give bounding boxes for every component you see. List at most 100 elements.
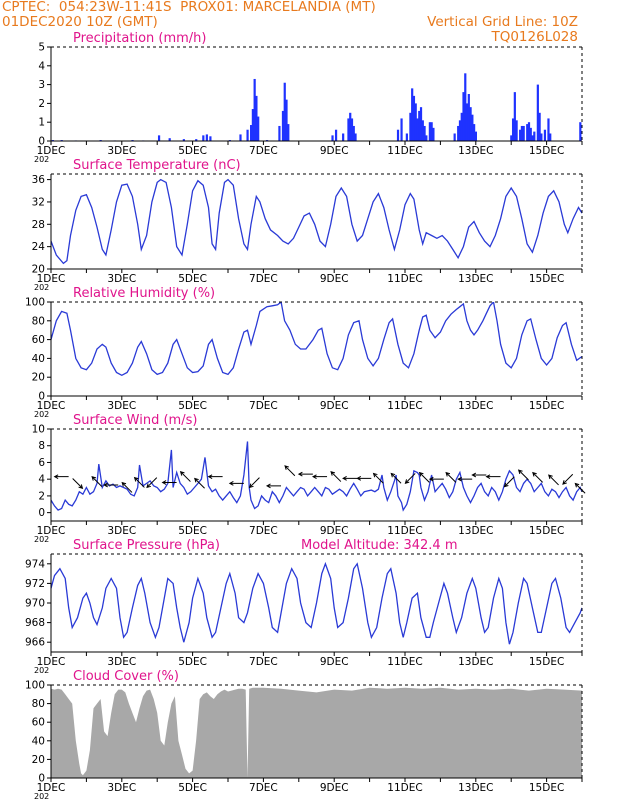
x-tick-label: 7DEC: [249, 273, 278, 285]
precip-bar: [526, 124, 529, 141]
wind-arrow: [330, 471, 342, 482]
precip-bar: [400, 118, 403, 141]
y-tick-label: 100: [25, 680, 45, 692]
x-tick-label: 15DEC: [529, 782, 564, 794]
x-year-label: 202: [34, 535, 49, 544]
y-tick-label: 1: [38, 117, 45, 129]
x-tick-label: 11DEC: [387, 273, 422, 285]
panel-title: Precipitation (mm/h): [73, 31, 206, 46]
precip-bar: [411, 88, 414, 141]
x-tick-label: 13DEC: [458, 656, 493, 668]
x-tick-label: 9DEC: [320, 273, 349, 285]
y-tick-label: 974: [25, 558, 45, 570]
x-tick-label: 1DEC: [37, 273, 66, 285]
y-tick-label: 28: [32, 219, 45, 231]
y-tick-label: 20: [32, 754, 45, 766]
precip-bar: [430, 122, 433, 141]
x-tick-label: 7DEC: [249, 400, 278, 412]
precip-bar: [168, 138, 171, 141]
wind-arrow: [284, 465, 296, 477]
panel-title: Surface Pressure (hPa): [73, 538, 220, 553]
precip-bar: [533, 131, 536, 141]
precip-bar: [457, 125, 460, 141]
x-tick-label: 11DEC: [387, 782, 422, 794]
wind-arrow: [207, 474, 223, 480]
x-tick-label: 11DEC: [387, 525, 422, 537]
x-tick-label: 3DEC: [107, 525, 136, 537]
y-tick-label: 0: [38, 507, 45, 519]
x-tick-label: 5DEC: [178, 782, 207, 794]
precip-bar: [465, 103, 469, 141]
precip-bar: [257, 116, 260, 141]
series-line: [51, 178, 582, 265]
y-tick-label: 40: [32, 353, 45, 365]
precip-bar: [428, 122, 431, 141]
x-tick-label: 15DEC: [529, 525, 564, 537]
header-line1: CPTEC: 054:23W-11:41S PROX01: MARCELANDI…: [2, 0, 376, 15]
wind-arrow: [457, 476, 473, 482]
x-tick-label: 11DEC: [387, 400, 422, 412]
panel-title: Surface Wind (m/s): [73, 413, 197, 428]
y-tick-label: 20: [32, 372, 45, 384]
y-tick-label: 966: [25, 637, 45, 649]
y-tick-label: 100: [25, 297, 45, 309]
precip-bar: [157, 135, 161, 141]
cloud-cover-area: [51, 687, 582, 778]
x-tick-label: 7DEC: [249, 656, 278, 668]
precip-bar: [547, 118, 550, 141]
x-tick-label: 13DEC: [458, 145, 493, 157]
x-tick-label: 13DEC: [458, 525, 493, 537]
x-tick-label: 1DEC: [37, 400, 66, 412]
precip-bar: [520, 125, 524, 141]
precip-bar: [354, 133, 357, 141]
precip-bar: [460, 112, 463, 141]
precip-bar: [405, 133, 408, 141]
y-tick-label: 0: [38, 136, 45, 148]
precip-bar: [511, 118, 515, 141]
precip-bar: [350, 118, 354, 141]
y-tick-label: 40: [32, 735, 45, 747]
precip-bar: [464, 73, 467, 141]
wind-arrow: [485, 474, 501, 480]
y-tick-label: 60: [32, 334, 45, 346]
header-grid-note: Vertical Grid Line: 10Z: [427, 14, 578, 30]
y-tick-label: 0: [38, 773, 45, 785]
wind-arrow: [121, 481, 133, 493]
wind-arrow: [418, 471, 430, 483]
y-tick-label: 80: [32, 698, 45, 710]
x-tick-label: 9DEC: [320, 525, 349, 537]
precip-bar: [462, 92, 465, 141]
x-year-label: 202: [34, 792, 49, 800]
precip-bar: [239, 134, 242, 141]
wind-arrow: [179, 471, 191, 482]
wind-arrow: [228, 481, 244, 486]
precip-bar: [287, 124, 290, 141]
precip-bar: [469, 107, 472, 141]
x-tick-label: 15DEC: [529, 400, 564, 412]
precip-bar: [342, 133, 345, 141]
precip-bar: [334, 129, 338, 141]
wind-arrow: [503, 476, 515, 488]
x-tick-label: 5DEC: [178, 400, 207, 412]
precip-bar: [251, 109, 254, 141]
x-tick-label: 13DEC: [458, 400, 493, 412]
y-tick-label: 4: [38, 474, 45, 486]
y-tick-label: 36: [32, 174, 46, 186]
x-tick-label: 3DEC: [107, 145, 136, 157]
wind-arrow: [445, 471, 457, 483]
panel-title: Cloud Cover (%): [73, 669, 179, 684]
precip-bar: [515, 120, 518, 141]
precip-bar: [536, 84, 539, 141]
wind-arrow: [404, 473, 416, 484]
series-line: [51, 561, 582, 645]
x-year-label: 202: [34, 410, 49, 419]
precip-bar: [253, 78, 256, 141]
wind-arrow: [194, 477, 205, 489]
precip-bar: [473, 124, 476, 141]
x-tick-label: 15DEC: [529, 145, 564, 157]
wind-arrow: [548, 474, 559, 486]
x-tick-label: 3DEC: [107, 656, 136, 668]
precip-bar: [414, 103, 417, 141]
y-tick-label: 2: [38, 490, 45, 502]
x-tick-label: 5DEC: [178, 656, 207, 668]
